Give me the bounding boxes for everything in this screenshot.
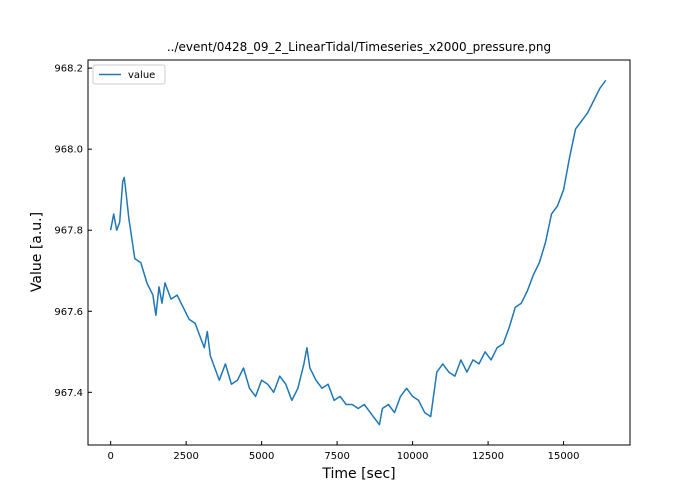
x-tick-label: 5000 (249, 451, 274, 462)
legend-box (92, 64, 166, 85)
y-tick-label: 967.4 (54, 388, 83, 399)
series-line-value (109, 79, 607, 426)
x-tick-label: 0 (107, 451, 113, 462)
y-tick-label: 967.8 (54, 226, 83, 237)
x-tick-label: 7500 (324, 451, 349, 462)
x-axis-ticks: 0 2500 5000 7500 10000 12500 15000 (107, 441, 579, 462)
legend: value (92, 64, 166, 85)
y-axis-label: Value [a.u.] (29, 212, 45, 292)
chart-title: ../event/0428_09_2_LinearTidal/Timeserie… (167, 40, 551, 54)
y-tick-label: 968.0 (54, 145, 83, 156)
x-tick-label: 10000 (397, 451, 429, 462)
x-axis-label: Time [sec] (321, 466, 395, 482)
y-axis-ticks: 967.4 967.6 967.8 968.0 968.2 (54, 64, 92, 399)
y-tick-label: 968.2 (54, 64, 83, 75)
plot-frame (87, 59, 631, 446)
x-tick-label: 12500 (472, 451, 504, 462)
x-tick-label: 2500 (173, 451, 198, 462)
x-tick-label: 15000 (548, 451, 580, 462)
plot-area (88, 60, 630, 445)
legend-label-value: value (128, 70, 155, 81)
y-tick-label: 967.6 (54, 307, 83, 318)
